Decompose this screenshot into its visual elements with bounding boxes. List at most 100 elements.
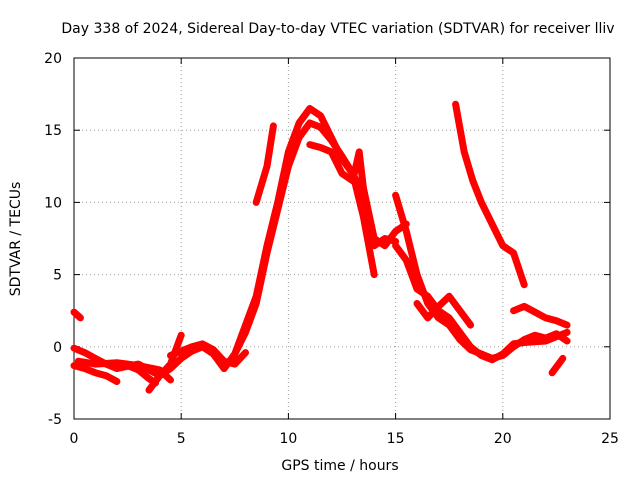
data-point <box>405 262 412 269</box>
data-point <box>84 351 91 358</box>
data-point <box>175 349 182 356</box>
data-point <box>199 340 206 347</box>
data-point <box>409 251 416 258</box>
data-point <box>545 336 552 343</box>
data-point <box>126 362 133 369</box>
data-point <box>151 369 158 376</box>
data-point <box>516 267 523 274</box>
series-arc-evening <box>452 100 528 289</box>
data-point <box>202 342 209 349</box>
x-tick-label: 0 <box>70 431 79 447</box>
data-point <box>393 194 400 201</box>
data-point <box>364 236 371 243</box>
data-point <box>352 182 359 189</box>
series-arc-evening-markers <box>452 101 528 288</box>
data-point <box>231 351 238 358</box>
data-point <box>266 234 273 241</box>
data-point <box>183 345 190 352</box>
data-point <box>123 363 130 370</box>
y-tick-label: -5 <box>48 412 62 428</box>
data-point <box>459 139 466 146</box>
data-point <box>410 257 417 264</box>
data-point <box>196 341 203 348</box>
data-point <box>564 322 571 329</box>
data-point <box>277 187 284 194</box>
data-point <box>239 330 246 337</box>
ticks <box>73 57 611 420</box>
data-point <box>363 228 370 235</box>
chart-title: Day 338 of 2024, Sidereal Day-to-day VTE… <box>61 21 614 37</box>
data-point <box>116 364 123 371</box>
data-point <box>194 342 201 349</box>
data-point <box>284 154 291 161</box>
data-point <box>333 159 340 166</box>
data-point <box>366 248 373 255</box>
data-point <box>371 271 378 278</box>
data-point <box>475 191 482 198</box>
data-point <box>236 339 243 346</box>
data-point <box>270 216 277 223</box>
data-point <box>103 372 110 379</box>
data-point <box>370 232 377 239</box>
data-point <box>324 126 331 133</box>
data-point <box>513 258 520 265</box>
series-arc-rise-b <box>231 105 378 358</box>
data-point <box>312 122 319 129</box>
data-point <box>120 364 127 371</box>
data-point <box>473 185 479 192</box>
data-point <box>553 317 560 324</box>
data-point <box>362 196 369 203</box>
data-point <box>457 128 464 135</box>
data-point <box>411 262 418 269</box>
data-point <box>334 147 341 154</box>
data-point <box>292 128 299 135</box>
data-point <box>483 210 490 217</box>
data-point <box>369 260 376 267</box>
data-point <box>167 377 174 384</box>
data-point <box>282 163 289 170</box>
data-point <box>400 219 407 226</box>
data-point <box>306 119 313 126</box>
data-point <box>411 260 418 267</box>
data-point <box>317 112 324 119</box>
data-point <box>366 211 373 218</box>
data-point <box>284 151 291 158</box>
data-point <box>314 123 321 130</box>
data-point <box>79 348 86 355</box>
data-point <box>403 228 410 235</box>
data-point <box>257 272 264 279</box>
series-arc-early-c-markers <box>71 362 120 385</box>
data-point <box>174 340 181 347</box>
data-point <box>170 351 177 358</box>
data-point <box>553 333 560 340</box>
data-point <box>273 202 280 209</box>
data-point <box>454 113 461 120</box>
data-point <box>497 237 504 244</box>
data-point <box>349 177 356 184</box>
data-point <box>320 118 327 125</box>
data-point <box>280 169 287 176</box>
data-point <box>270 122 277 129</box>
data-point <box>172 350 179 357</box>
series-arc-early-a-markers <box>71 309 84 321</box>
data-point <box>495 234 502 241</box>
data-point <box>244 316 251 323</box>
data-point <box>512 255 519 262</box>
data-point <box>558 331 565 338</box>
x-tick-label: 10 <box>279 431 297 447</box>
data-point <box>357 202 364 209</box>
data-point <box>89 353 96 360</box>
data-point <box>71 362 77 369</box>
data-point <box>95 370 102 377</box>
data-point <box>523 304 530 311</box>
data-point <box>242 322 249 329</box>
data-point <box>489 356 496 363</box>
data-point <box>330 154 337 161</box>
data-point <box>399 214 406 221</box>
data-point <box>478 352 485 359</box>
data-point <box>476 193 483 200</box>
data-point <box>405 236 412 243</box>
data-point <box>178 332 185 339</box>
data-point <box>463 157 470 164</box>
data-point <box>242 349 249 356</box>
